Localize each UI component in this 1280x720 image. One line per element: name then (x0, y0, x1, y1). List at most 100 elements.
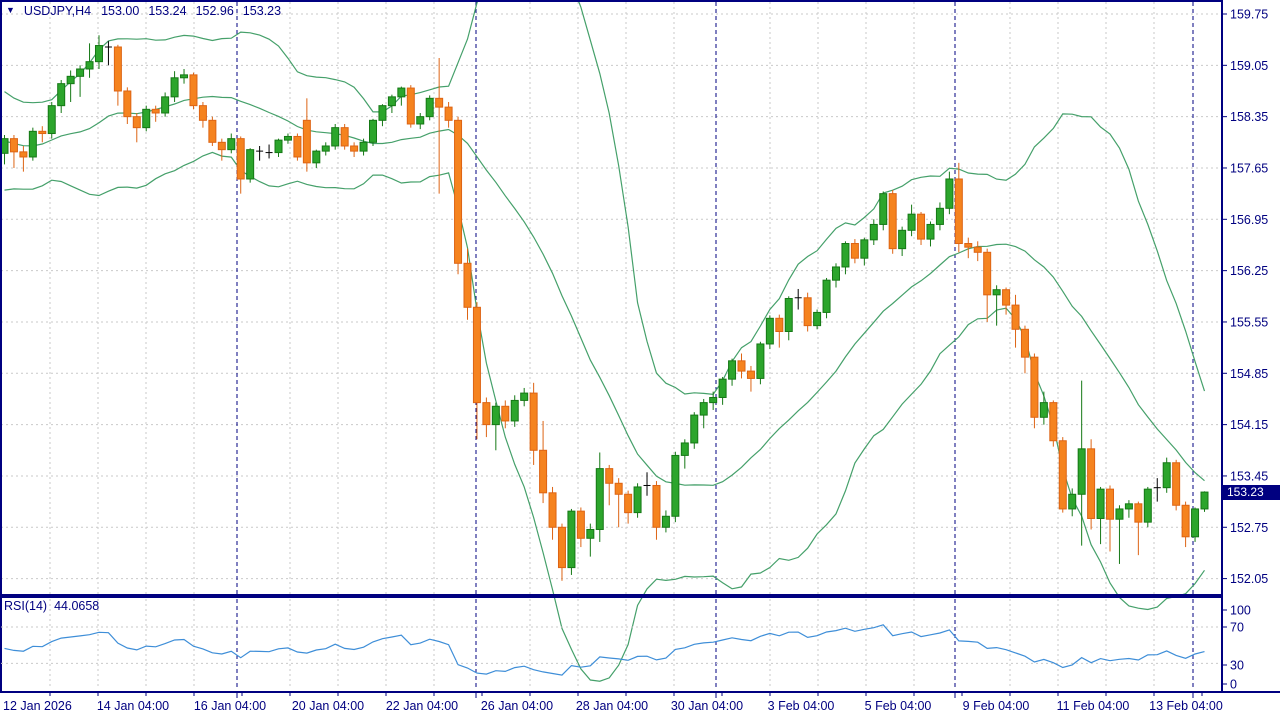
bear-candle (1011, 294, 1020, 348)
time-axis-label[interactable]: 28 Jan 04:00 (576, 699, 648, 713)
candle-body (1087, 448, 1096, 519)
bear-candle (132, 112, 141, 143)
candle-body (283, 135, 292, 141)
bull-candle (1115, 505, 1124, 564)
price-axis-label[interactable]: 152.75 (1230, 521, 1268, 535)
candle-body (142, 108, 151, 129)
time-axis-label[interactable]: 3 Feb 04:00 (768, 699, 835, 713)
bull-candle (1191, 507, 1200, 542)
candle-body (992, 289, 1001, 296)
bull-candle (926, 221, 935, 247)
candle-body (170, 77, 179, 98)
bull-candle (387, 94, 396, 113)
rsi-scale-label[interactable]: 0 (1230, 678, 1237, 692)
bear-candle (917, 211, 926, 245)
candle-body (1049, 402, 1058, 442)
candle-body (1124, 503, 1133, 510)
candle-body (680, 442, 689, 456)
rsi-scale-label[interactable]: 100 (1230, 604, 1251, 618)
bull-candle (491, 402, 500, 451)
bull-candle (416, 112, 425, 130)
bull-candle (765, 315, 774, 350)
bear-candle (501, 400, 510, 429)
price-axis-label[interactable]: 159.75 (1230, 8, 1268, 22)
time-axis-label[interactable]: 20 Jan 04:00 (292, 699, 364, 713)
grid-lines (1, 2, 1220, 689)
time-axis-label[interactable]: 30 Jan 04:00 (671, 699, 743, 713)
rsi-name: RSI(14) (4, 599, 48, 613)
high-value: 153.24 (148, 4, 187, 18)
candle-body (246, 149, 255, 180)
price-axis-label[interactable]: 158.35 (1230, 110, 1268, 124)
bull-candle (992, 285, 1001, 326)
candle-body (501, 405, 510, 422)
candle-body (983, 251, 992, 296)
bull-candle (331, 123, 340, 150)
candle-body (860, 239, 869, 259)
candle-body (463, 262, 472, 308)
chart-dropdown-arrow-icon[interactable]: ▼ (6, 5, 15, 15)
candle-body (454, 119, 463, 264)
bull-candle (161, 92, 170, 117)
rsi-scale-label[interactable]: 30 (1230, 659, 1244, 673)
bull-candle (180, 68, 189, 84)
bull-candle (661, 510, 670, 533)
time-axis-label[interactable]: 26 Jan 04:00 (481, 699, 553, 713)
candle-body (236, 138, 245, 180)
price-axis-label[interactable]: 156.25 (1230, 264, 1268, 278)
time-axis-label[interactable]: 9 Feb 04:00 (963, 699, 1030, 713)
price-axis-label[interactable]: 152.05 (1230, 572, 1268, 586)
chart-title-bar: ▼ USDJPY,H4 153.00 153.24 152.96 153.23 (6, 4, 281, 18)
bull-candle (718, 376, 727, 405)
time-axis-label[interactable]: 11 Feb 04:00 (1057, 699, 1130, 713)
bull-candle (378, 104, 387, 127)
doji-candle (1153, 478, 1161, 502)
candle-body (869, 223, 878, 241)
price-axis-label[interactable]: 159.05 (1230, 59, 1268, 73)
bear-candle (406, 85, 415, 128)
candle-body (198, 105, 207, 121)
bull-candle (283, 133, 292, 144)
candle-body (113, 46, 122, 92)
rsi-scale-label[interactable]: 70 (1230, 621, 1244, 635)
bull-candle (907, 204, 916, 237)
price-axis-label[interactable]: 153.45 (1230, 469, 1268, 483)
bear-candle (482, 397, 491, 438)
bull-candle (47, 101, 56, 139)
bull-candle (784, 296, 793, 341)
candle-body (945, 178, 954, 209)
candle-body (57, 83, 66, 107)
bull-candle (1077, 380, 1086, 546)
price-axis-label[interactable]: 156.95 (1230, 213, 1268, 227)
price-axis-label[interactable]: 154.85 (1230, 367, 1268, 381)
bear-candle (1058, 437, 1067, 513)
bollinger-bands (4, 0, 1206, 682)
candle-body (1077, 448, 1086, 495)
time-axis-label[interactable]: 12 Jan 2026 (3, 699, 72, 713)
candle-body (47, 105, 56, 135)
candle-body (926, 223, 935, 240)
bear-candle (236, 136, 245, 194)
bull-candle (671, 451, 680, 523)
time-axis-label[interactable]: 22 Jan 04:00 (386, 699, 458, 713)
bear-candle (888, 189, 897, 254)
doji-candle (265, 144, 273, 159)
doji-candle (256, 145, 264, 161)
candle-body (1106, 488, 1115, 520)
time-axis-label[interactable]: 13 Feb 04:00 (1149, 699, 1223, 713)
time-axis-label[interactable]: 16 Jan 04:00 (194, 699, 266, 713)
time-axis-label[interactable]: 5 Feb 04:00 (865, 699, 932, 713)
time-axis-label[interactable]: 14 Jan 04:00 (97, 699, 169, 713)
price-axis-label[interactable]: 157.65 (1230, 161, 1268, 175)
price-axis-label[interactable]: 155.55 (1230, 315, 1268, 329)
bull-candle (633, 483, 642, 518)
candle-body (180, 74, 189, 79)
bear-candle (217, 138, 226, 161)
candle-body (1020, 328, 1029, 358)
candle-body (633, 486, 642, 514)
bull-candle (935, 202, 944, 231)
candle-body (935, 207, 944, 225)
price-axis-label[interactable]: 154.15 (1230, 418, 1268, 432)
candle-body (813, 311, 822, 327)
